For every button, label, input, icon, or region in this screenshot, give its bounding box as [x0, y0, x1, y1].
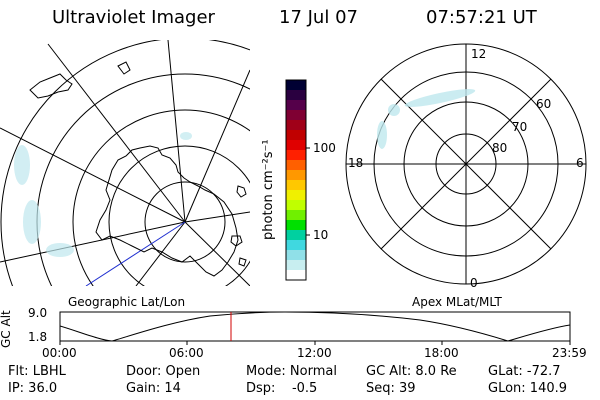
mlat-label-70: 70 [512, 120, 528, 134]
color-bar-cell [286, 250, 306, 261]
polar-aurora-emission [377, 89, 476, 149]
mlt-label-6: 6 [576, 156, 584, 170]
mlt-label-0: 0 [470, 276, 478, 290]
color-bar-cell [286, 260, 306, 271]
altitude-xtick: 18:00 [424, 346, 459, 360]
color-bar-tick-label: 100 [313, 141, 336, 155]
color-bar-cell [286, 110, 306, 121]
lat-circle [0, 40, 250, 286]
altitude-curve [60, 312, 570, 341]
meridian [184, 69, 250, 223]
status-door: Door: Open [126, 364, 201, 379]
color-bar-cell [286, 150, 306, 161]
sun-direction-line [85, 221, 186, 286]
color-bar-cell [286, 130, 306, 141]
color-bar-cell [286, 100, 306, 111]
coastline-north [29, 61, 131, 99]
altitude-xticks [59, 341, 571, 345]
lat-circle [108, 145, 250, 286]
color-bar-cell [286, 270, 306, 281]
instrument-title: Ultraviolet Imager [52, 7, 215, 28]
status-glat: GLat: -72.7 [488, 364, 561, 379]
mlat-label-80: 80 [492, 141, 508, 155]
status-mode: Mode: Normal [246, 364, 337, 379]
observation-date: 17 Jul 07 [279, 7, 358, 28]
altitude-xtick: 23:59 [552, 346, 587, 360]
geographic-map [0, 40, 250, 286]
mlat-label-60: 60 [536, 97, 552, 111]
status-glon: GLon: 140.9 [488, 381, 568, 396]
coastline-islands [230, 185, 247, 267]
left-panel-caption: Geographic Lat/Lon [68, 295, 186, 309]
meridian [0, 221, 186, 263]
meridian [184, 211, 250, 223]
right-panel-caption: Apex MLat/MLT [412, 295, 502, 309]
color-bar-cell [286, 80, 306, 91]
color-bar-cell [286, 230, 306, 241]
status-dsp: Dsp: -0.5 [246, 381, 318, 396]
status-gc-alt: GC Alt: 8.0 Re [366, 364, 457, 379]
status-gain: Gain: 14 [126, 381, 181, 396]
mlt-label-12: 12 [471, 47, 487, 61]
altitude-ytick-max: 9.0 [28, 306, 48, 320]
status-ip: IP: 36.0 [8, 381, 58, 396]
color-bar-cell [286, 190, 306, 201]
color-bar-cell [286, 210, 306, 221]
color-bar-cell [286, 240, 306, 251]
color-bar-cell [286, 180, 306, 191]
color-bar-cell [286, 220, 306, 231]
altitude-ylabel: GC Alt [0, 310, 13, 348]
color-bar-frame [285, 79, 307, 281]
color-bar-tick-label: 10 [313, 228, 329, 242]
observation-time: 07:57:21 UT [426, 7, 537, 28]
meridian [47, 43, 186, 223]
meridian [167, 40, 186, 223]
color-bar-cell [286, 170, 306, 181]
mlt-line-diag [380, 78, 552, 250]
color-bar [286, 80, 306, 281]
status-seq: Seq: 39 [366, 381, 416, 396]
mlt-label-18: 18 [348, 156, 364, 170]
meridian [135, 221, 186, 286]
altitude-xtick: 06:00 [169, 346, 204, 360]
meridian [0, 127, 186, 223]
color-bar-cell [286, 140, 306, 151]
altitude-xtick: 00:00 [42, 346, 77, 360]
color-bar-unit-label: photon cm⁻²s⁻¹ [261, 139, 276, 240]
lat-circle [72, 109, 250, 286]
altitude-ytick-min: 1.8 [28, 330, 48, 344]
lat-circle [144, 181, 226, 263]
aurora-emission [14, 132, 192, 257]
color-bar-cell [286, 120, 306, 131]
color-bar-cell [286, 160, 306, 171]
polar-map [345, 43, 587, 285]
color-bar-cell [286, 90, 306, 101]
color-bar-cell [286, 200, 306, 211]
altitude-xtick: 12:00 [297, 346, 332, 360]
status-filter: Flt: LBHL [8, 364, 66, 379]
meridian [184, 221, 250, 286]
